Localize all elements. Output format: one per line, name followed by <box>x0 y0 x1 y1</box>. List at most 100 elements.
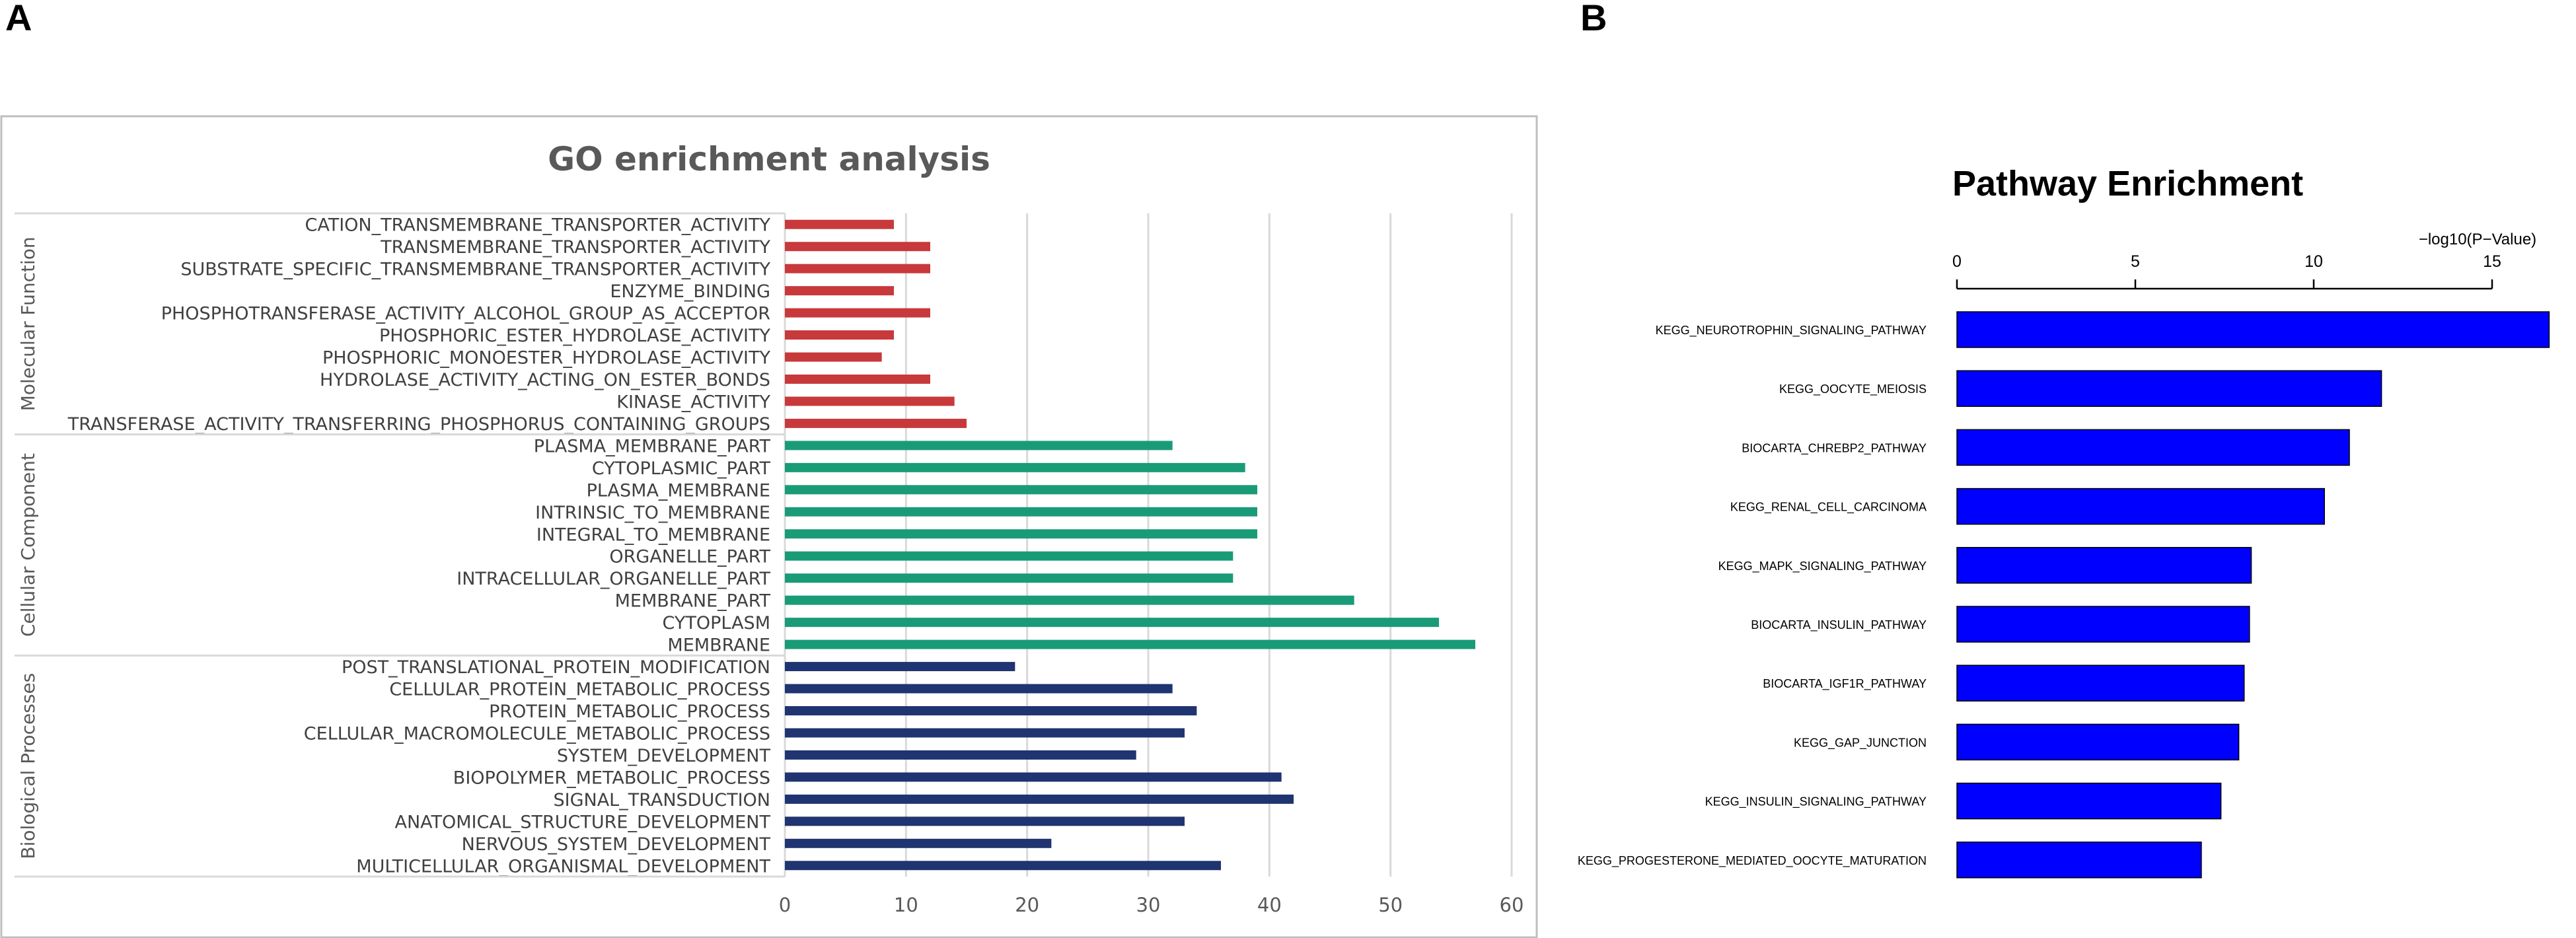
go-bar <box>785 242 930 252</box>
pathway-bar <box>1956 842 2202 879</box>
go-category-label: CATION_TRANSMEMBRANE_TRANSPORTER_ACTIVIT… <box>305 215 771 236</box>
go-bar <box>785 861 1221 871</box>
pathway-category-label: KEGG_INSULIN_SIGNALING_PATHWAY <box>1705 795 1927 809</box>
go-category-label: PLASMA_MEMBRANE_PART <box>534 436 771 456</box>
pathway-bar <box>1956 487 2325 525</box>
pathway-bar <box>1956 311 2550 348</box>
go-bar <box>785 573 1233 583</box>
go-bar <box>785 684 1173 694</box>
go-chart-title: GO enrichment analysis <box>548 140 990 178</box>
go-bar <box>785 595 1354 605</box>
go-bar <box>785 618 1439 628</box>
go-bar <box>785 551 1233 561</box>
go-category-label: MULTICELLULAR_ORGANISMAL_DEVELOPMENT <box>356 856 770 877</box>
go-bar <box>785 706 1197 715</box>
pathway-x-axis-label: −log10(P−Value) <box>2419 231 2536 248</box>
pathway-bar <box>1956 547 2252 584</box>
pathway-x-tick-label: 5 <box>2131 252 2140 271</box>
go-x-tick-label: 40 <box>1257 894 1282 916</box>
go-bar <box>785 816 1185 826</box>
go-category-label: INTRINSIC_TO_MEMBRANE <box>535 503 770 523</box>
pathway-category-label: BIOCARTA_IGF1R_PATHWAY <box>1763 677 1927 691</box>
go-category-label: MEMBRANE <box>667 635 770 656</box>
panel-label-b: B <box>1580 0 1607 38</box>
go-bar <box>785 750 1136 760</box>
go-category-label: KINASE_ACTIVITY <box>616 392 770 412</box>
go-category-label: SUBSTRATE_SPECIFIC_TRANSMEMBRANE_TRANSPO… <box>180 260 770 280</box>
go-group-label: Biological Processes <box>17 673 39 859</box>
go-category-label: SIGNAL_TRANSDUCTION <box>553 790 770 811</box>
go-bar <box>785 462 1245 472</box>
pathway-category-label: BIOCARTA_INSULIN_PATHWAY <box>1751 618 1927 632</box>
pathway-category-label: KEGG_GAP_JUNCTION <box>1794 736 1927 750</box>
pathway-bar <box>1956 429 2350 466</box>
go-bar <box>785 264 930 273</box>
go-bar <box>785 286 894 296</box>
pathway-bar <box>1956 370 2382 407</box>
pathway-category-label: BIOCARTA_CHREBP2_PATHWAY <box>1742 441 1927 455</box>
go-bar <box>785 728 1185 738</box>
go-category-label: ENZYME_BINDING <box>610 281 770 302</box>
pathway-bar <box>1956 782 2222 820</box>
go-category-label: POST_TRANSLATIONAL_PROTEIN_MODIFICATION <box>342 657 770 678</box>
go-category-label: CELLULAR_MACROMOLECULE_METABOLIC_PROCESS <box>304 723 770 744</box>
pathway-category-label: KEGG_MAPK_SIGNALING_PATHWAY <box>1718 559 1927 573</box>
go-bar <box>785 838 1052 848</box>
pathway-category-label: KEGG_NEUROTROPHIN_SIGNALING_PATHWAY <box>1656 324 1927 338</box>
go-category-label: PHOSPHORIC_MONOESTER_HYDROLASE_ACTIVITY <box>322 348 771 369</box>
go-bar <box>785 485 1257 495</box>
pathway-x-tick-label: 0 <box>1952 252 1962 271</box>
pathway-bar <box>1956 606 2250 643</box>
go-category-label: TRANSMEMBRANE_TRANSPORTER_ACTIVITY <box>380 237 770 258</box>
go-bar <box>785 772 1282 782</box>
pathway-x-tick-label: 15 <box>2483 252 2501 271</box>
go-category-label: CELLULAR_PROTEIN_METABOLIC_PROCESS <box>389 680 770 700</box>
go-category-label: ORGANELLE_PART <box>609 547 770 567</box>
go-x-tick-label: 0 <box>779 894 791 916</box>
go-bar <box>785 219 894 229</box>
go-bar <box>785 794 1294 804</box>
go-category-label: CYTOPLASMIC_PART <box>592 458 771 479</box>
go-category-label: ANATOMICAL_STRUCTURE_DEVELOPMENT <box>394 812 770 832</box>
go-x-tick-label: 10 <box>894 894 918 916</box>
go-bar <box>785 529 1257 539</box>
pathway-chart-title: Pathway Enrichment <box>1952 164 2303 203</box>
go-x-tick-label: 60 <box>1500 894 1524 916</box>
go-category-label: BIOPOLYMER_METABOLIC_PROCESS <box>453 768 770 788</box>
go-category-label: CYTOPLASM <box>663 613 770 633</box>
go-category-label: PHOSPHORIC_ESTER_HYDROLASE_ACTIVITY <box>379 326 771 346</box>
go-category-label: MEMBRANE_PART <box>615 591 771 612</box>
pathway-category-label: KEGG_PROGESTERONE_MEDIATED_OOCYTE_MATURA… <box>1578 854 1927 868</box>
go-category-label: PHOSPHOTRANSFERASE_ACTIVITY_ALCOHOL_GROU… <box>161 304 770 324</box>
go-category-label: PROTEIN_METABOLIC_PROCESS <box>489 702 770 722</box>
panel-label-a: A <box>5 0 32 38</box>
go-bar <box>785 639 1475 649</box>
go-category-label: INTEGRAL_TO_MEMBRANE <box>536 524 770 545</box>
pathway-bar <box>1956 665 2245 702</box>
go-x-tick-label: 30 <box>1136 894 1161 916</box>
go-bar <box>785 418 967 428</box>
go-x-tick-label: 20 <box>1015 894 1039 916</box>
go-category-label: TRANSFERASE_ACTIVITY_TRANSFERRING_PHOSPH… <box>67 414 770 435</box>
pathway-x-tick-label: 10 <box>2304 252 2323 271</box>
go-bar <box>785 662 1015 672</box>
go-category-label: SYSTEM_DEVELOPMENT <box>557 746 771 766</box>
go-bar <box>785 441 1173 451</box>
go-group-label: Molecular Function <box>17 236 39 411</box>
go-x-tick-label: 50 <box>1378 894 1403 916</box>
go-bar <box>785 507 1257 517</box>
go-category-label: INTRACELLULAR_ORGANELLE_PART <box>457 569 770 589</box>
go-bar <box>785 308 930 318</box>
go-bar <box>785 352 882 362</box>
go-category-label: PLASMA_MEMBRANE <box>587 480 770 501</box>
go-bar <box>785 396 955 406</box>
pathway-bar <box>1956 723 2240 761</box>
go-group-label: Cellular Component <box>17 453 39 637</box>
pathway-category-label: KEGG_RENAL_CELL_CARCINOMA <box>1730 501 1927 515</box>
pathway-category-label: KEGG_OOCYTE_MEIOSIS <box>1779 382 1927 396</box>
go-category-label: HYDROLASE_ACTIVITY_ACTING_ON_ESTER_BONDS <box>320 370 770 390</box>
go-category-label: NERVOUS_SYSTEM_DEVELOPMENT <box>462 834 771 855</box>
go-bar <box>785 375 930 384</box>
go-bar <box>785 330 894 340</box>
